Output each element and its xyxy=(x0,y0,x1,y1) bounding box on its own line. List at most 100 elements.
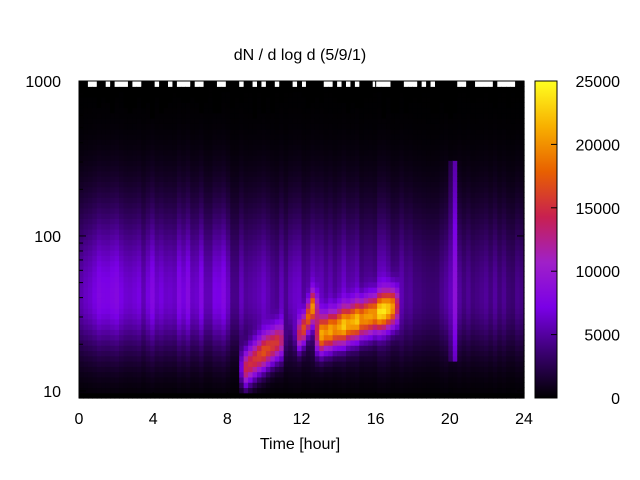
heatmap-cell xyxy=(354,91,360,98)
heatmap-cell xyxy=(439,107,445,114)
heatmap-cell xyxy=(354,133,360,140)
heatmap-cell xyxy=(386,271,392,278)
heatmap-cell xyxy=(154,239,160,246)
heatmap-cell xyxy=(83,197,89,204)
heatmap-cell xyxy=(257,96,263,103)
heatmap-cell xyxy=(381,382,387,389)
heatmap-cell xyxy=(377,265,383,272)
heatmap-cell xyxy=(234,339,240,346)
heatmap-cell xyxy=(221,313,227,320)
heatmap-cell xyxy=(274,139,280,145)
heatmap-cell xyxy=(323,265,329,272)
heatmap-cell xyxy=(208,228,214,235)
heatmap-cell xyxy=(225,228,231,235)
heatmap-cell xyxy=(203,91,209,98)
heatmap-cell xyxy=(150,292,156,299)
heatmap-cell xyxy=(185,334,191,341)
heatmap-cell xyxy=(421,191,427,198)
heatmap-cell xyxy=(212,123,218,130)
heatmap-cell xyxy=(426,271,432,278)
heatmap-cell xyxy=(363,144,369,151)
heatmap-cell xyxy=(421,81,427,87)
heatmap-cell xyxy=(216,123,222,130)
heatmap-cell xyxy=(101,382,107,389)
heatmap-cell xyxy=(439,244,445,251)
heatmap-cell xyxy=(341,387,347,394)
heatmap-cell xyxy=(176,255,182,262)
heatmap-cell xyxy=(127,186,133,193)
heatmap-cell xyxy=(159,107,165,114)
heatmap-cell xyxy=(368,144,374,151)
heatmap-cell xyxy=(412,345,418,352)
heatmap-cell xyxy=(337,250,343,256)
heatmap-cell xyxy=(435,265,441,272)
heatmap-cell xyxy=(230,96,236,103)
heatmap-cell xyxy=(127,133,133,140)
heatmap-cell xyxy=(234,260,240,267)
heatmap-cell xyxy=(83,371,89,378)
heatmap-cell xyxy=(443,102,449,109)
heatmap-cell xyxy=(145,86,151,93)
heatmap-cell xyxy=(225,160,231,167)
heatmap-cell xyxy=(386,165,392,172)
heatmap-cell xyxy=(435,387,441,394)
heatmap-cell xyxy=(87,133,93,140)
heatmap-cell xyxy=(136,371,142,378)
heatmap-cell xyxy=(203,139,209,145)
heatmap-cell xyxy=(430,313,436,320)
heatmap-cell xyxy=(274,223,280,230)
heatmap-cell xyxy=(203,297,209,304)
heatmap-cell xyxy=(221,324,227,330)
heatmap-cell xyxy=(199,160,205,167)
heatmap-cell xyxy=(257,186,263,193)
heatmap-cell xyxy=(172,133,178,140)
heatmap-cell xyxy=(252,165,258,172)
heatmap-cell xyxy=(328,207,334,214)
heatmap-cell xyxy=(163,176,169,182)
heatmap-cell xyxy=(87,392,93,399)
heatmap-cell xyxy=(172,117,178,124)
heatmap-cell xyxy=(181,329,187,336)
heatmap-cell xyxy=(390,292,396,299)
heatmap-cell xyxy=(136,234,142,241)
heatmap-cell xyxy=(346,176,352,182)
heatmap-cell xyxy=(141,81,147,87)
heatmap-cell xyxy=(301,133,307,140)
heatmap-cell xyxy=(265,170,271,177)
heatmap-cell xyxy=(292,276,298,283)
heatmap-cell xyxy=(390,96,396,103)
heatmap-cell xyxy=(176,276,182,283)
heatmap-cell xyxy=(297,170,303,177)
heatmap-cell xyxy=(439,339,445,346)
heatmap-cell xyxy=(114,392,120,399)
heatmap-cell xyxy=(141,207,147,214)
heatmap-cell xyxy=(136,96,142,103)
heatmap-cell xyxy=(123,361,129,367)
heatmap-cell xyxy=(270,213,276,219)
heatmap-cell xyxy=(350,318,356,325)
heatmap-cell xyxy=(265,297,271,304)
heatmap-cell xyxy=(390,271,396,278)
heatmap-cell xyxy=(341,329,347,336)
heatmap-cell xyxy=(377,366,383,373)
heatmap-cell xyxy=(123,139,129,145)
heatmap-cell xyxy=(372,350,378,357)
heatmap-cell xyxy=(176,265,182,272)
heatmap-cell xyxy=(163,123,169,130)
heatmap-cell xyxy=(136,355,142,362)
heatmap-cell xyxy=(194,281,200,288)
heatmap-cell xyxy=(243,128,249,135)
heatmap-cell xyxy=(203,376,209,383)
heatmap-cell xyxy=(150,318,156,325)
heatmap-cell xyxy=(96,133,102,140)
heatmap-cell xyxy=(354,112,360,119)
heatmap-cell xyxy=(257,287,263,293)
heatmap-cell xyxy=(87,144,93,151)
heatmap-cell xyxy=(359,276,365,283)
heatmap-cell xyxy=(239,228,245,235)
heatmap-cell xyxy=(194,345,200,352)
heatmap-cell xyxy=(203,276,209,283)
heatmap-cell xyxy=(212,392,218,399)
heatmap-cell xyxy=(359,239,365,246)
heatmap-cell xyxy=(274,361,280,367)
